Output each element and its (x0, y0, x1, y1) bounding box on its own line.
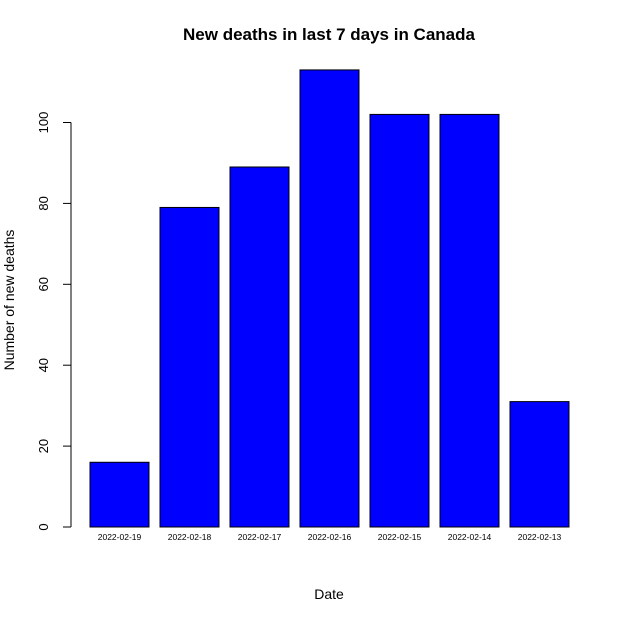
x-axis-label: Date (314, 586, 344, 602)
y-axis-label: Number of new deaths (1, 230, 17, 371)
y-tick-label: 80 (36, 196, 51, 210)
y-axis: 0 20 40 60 80 100 (36, 112, 72, 531)
x-tick-label: 2022-02-15 (378, 532, 422, 542)
y-tick-label: 0 (36, 523, 51, 530)
bar-2022-02-17 (229, 166, 290, 528)
y-tick-label: 20 (36, 439, 51, 453)
bar-2022-02-19 (89, 461, 150, 528)
x-tick-label: 2022-02-16 (308, 532, 352, 542)
x-tick-label: 2022-02-13 (518, 532, 562, 542)
x-tick-labels: 2022-02-19 2022-02-18 2022-02-17 2022-02-16… (98, 532, 562, 542)
y-tick-label: 40 (36, 358, 51, 372)
bar-2022-02-14 (439, 113, 500, 528)
bar-2022-02-18 (159, 206, 220, 528)
bar-2022-02-13 (509, 401, 570, 528)
bars (89, 69, 570, 528)
bar-2022-02-16 (299, 69, 360, 528)
y-tick-label: 100 (36, 112, 51, 134)
y-tick-label: 60 (36, 277, 51, 291)
x-tick-label: 2022-02-18 (168, 532, 212, 542)
x-tick-label: 2022-02-14 (448, 532, 492, 542)
x-tick-label: 2022-02-17 (238, 532, 282, 542)
x-tick-label: 2022-02-19 (98, 532, 142, 542)
bar-2022-02-15 (369, 113, 430, 528)
chart-title: New deaths in last 7 days in Canada (183, 25, 475, 44)
